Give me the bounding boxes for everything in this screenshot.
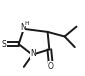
Text: N: N xyxy=(20,23,26,32)
Text: N: N xyxy=(30,49,36,58)
Text: H: H xyxy=(25,21,29,26)
Text: O: O xyxy=(48,62,54,71)
Text: S: S xyxy=(2,40,7,49)
